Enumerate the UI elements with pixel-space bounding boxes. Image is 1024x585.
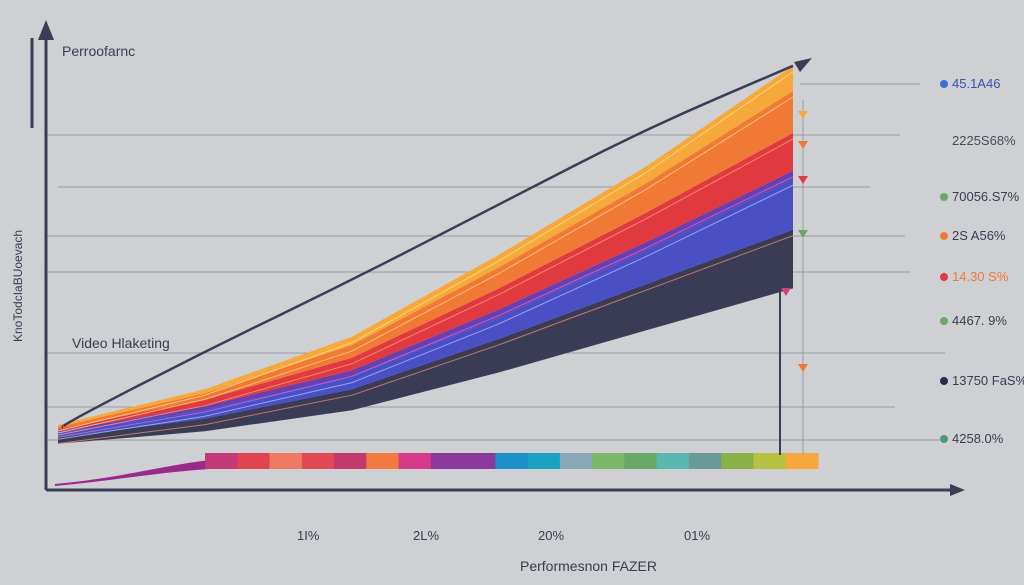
x-tick-label: 2L% (413, 528, 439, 543)
legend-marker-icon (940, 232, 948, 240)
strip-segment (334, 453, 367, 469)
strip-segment (624, 453, 658, 469)
right-label: 2S A56% (952, 228, 1006, 243)
chart-title: Perroofarnc (62, 43, 135, 59)
strip-tail (55, 460, 210, 486)
right-label: 4467. 9% (952, 313, 1007, 328)
trend-line (61, 64, 794, 429)
y-axis-arrow (38, 20, 54, 40)
strip-segment (785, 453, 819, 469)
x-tick-label: 20% (538, 528, 564, 543)
right-labels: 45.1A46 2225S68% 70056.S7% 2S A56% 14.30 S% 4… (781, 76, 1024, 446)
point-marker-icon (798, 141, 808, 149)
point-marker-icon (798, 364, 808, 372)
strip-segment (237, 453, 271, 469)
point-marker-icon (781, 288, 791, 296)
y-axis-label: KnoTodcIaBUoevach (11, 230, 25, 342)
strip-segment (430, 453, 464, 469)
strip-segment (269, 453, 303, 469)
legend-marker-icon (940, 317, 948, 325)
legend-marker-icon (940, 80, 948, 88)
strip-segment (592, 453, 625, 469)
right-label: 4258.0% (952, 431, 1004, 446)
right-label: 14.30 S% (952, 269, 1009, 284)
x-axis-arrow (950, 484, 965, 496)
legend-marker-icon (940, 435, 948, 443)
strip-segment (753, 453, 787, 469)
strip-segment (398, 453, 432, 469)
legend-marker-icon (940, 273, 948, 281)
strip-segment (366, 453, 400, 469)
series-line-6 (57, 71, 794, 432)
stacked-areas (57, 65, 794, 444)
axes (30, 20, 965, 496)
trend-arrow (794, 58, 812, 72)
series-line-4 (57, 138, 794, 436)
series-line-2 (57, 184, 794, 440)
strip-segment (559, 453, 593, 469)
point-marker-icon (798, 176, 808, 184)
strip-segment (463, 453, 496, 469)
strip-segment (527, 453, 561, 469)
annotation-label: Video Hlaketing (72, 335, 170, 351)
x-tick-label: 01% (684, 528, 710, 543)
strip-segment (301, 453, 335, 469)
right-label: 13750 FaS% (952, 373, 1024, 388)
series-line-5 (57, 96, 794, 434)
legend-marker-icon (940, 193, 948, 201)
series-line-1 (57, 235, 794, 444)
right-label: 45.1A46 (952, 76, 1000, 91)
point-marker-icon (798, 230, 808, 238)
point-marker-icon (798, 111, 808, 119)
color-strip (55, 453, 819, 486)
legend-marker-icon (940, 377, 948, 385)
strip-segment (495, 453, 529, 469)
strip-segment (656, 453, 690, 469)
strip-segment (721, 453, 754, 469)
right-label: 2225S68% (952, 133, 1016, 148)
series-line-3 (57, 176, 794, 438)
strip-segment (205, 453, 238, 469)
right-label: 70056.S7% (952, 189, 1020, 204)
x-axis-label: Performesnon FAZER (520, 558, 657, 574)
x-tick-label: 1I% (297, 528, 320, 543)
strip-segment (688, 453, 722, 469)
